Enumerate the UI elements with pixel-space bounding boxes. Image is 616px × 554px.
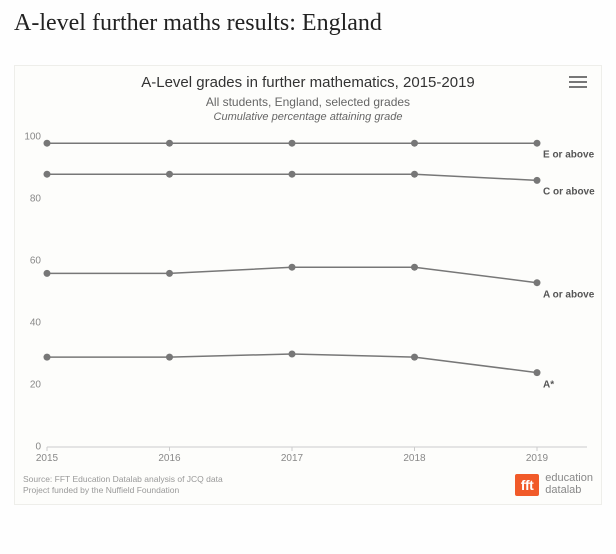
y-tick-label: 40 [30,318,41,329]
source-line1: Source: FFT Education Datalab analysis o… [23,474,223,485]
source-text: Source: FFT Education Datalab analysis o… [23,474,223,496]
series-label: C or above [543,187,595,198]
brand-line2: datalab [545,485,593,497]
brand-box: fft [515,474,540,496]
y-tick-label: 60 [30,256,41,267]
y-tick-label: 80 [30,194,41,205]
brand-text: education datalab [545,473,593,496]
chart-menu-icon[interactable] [569,76,587,90]
chart-header: A-Level grades in further mathematics, 2… [19,66,597,123]
series-label: A or above [543,289,594,300]
brand-line1: education [545,473,593,485]
chart-container: A-Level grades in further mathematics, 2… [14,65,602,505]
page-title: A-level further maths results: England [14,10,602,37]
chart-svg [47,137,587,447]
y-tick-label: 0 [35,442,41,453]
chart-footer: Source: FFT Education Datalab analysis o… [19,473,597,500]
source-line2: Project funded by the Nuffield Foundatio… [23,485,223,496]
x-tick-label: 2015 [36,453,58,464]
brand-logo: fft education datalab [515,473,593,496]
chart-title: A-Level grades in further mathematics, 2… [19,74,597,91]
chart-subtitle: All students, England, selected grades [19,95,597,109]
series-label: A* [543,379,554,390]
x-tick-label: 2018 [403,453,425,464]
x-tick-label: 2017 [281,453,303,464]
chart-plot-area: 02040608010020152016201720182019E or abo… [47,137,587,447]
x-tick-label: 2016 [158,453,180,464]
y-tick-label: 100 [24,132,41,143]
series-label: E or above [543,150,594,161]
chart-subtitle2: Cumulative percentage attaining grade [19,111,597,123]
y-tick-label: 20 [30,380,41,391]
x-tick-label: 2019 [526,453,548,464]
